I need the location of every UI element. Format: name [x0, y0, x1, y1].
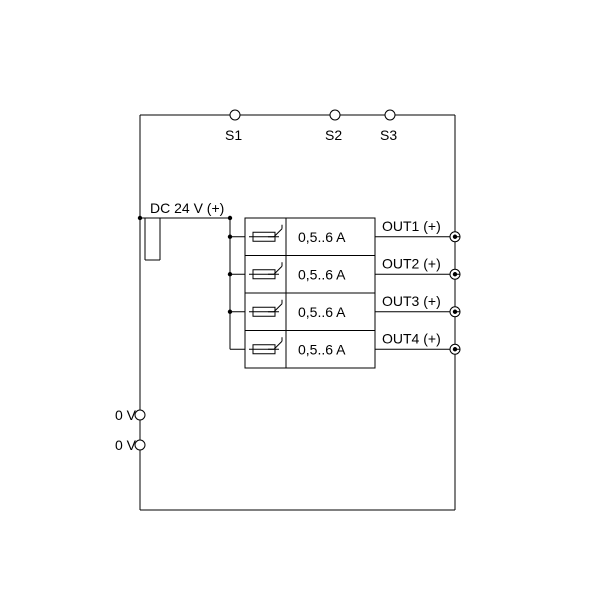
- zero-volt-label-1: 0 V: [115, 437, 137, 453]
- dc-supply-label: DC 24 V (+): [150, 200, 224, 216]
- terminal-label-s3: S3: [380, 127, 397, 143]
- output-label-out3: OUT3 (+): [382, 293, 441, 309]
- fuse-range-out4: 0,5..6 A: [298, 341, 346, 357]
- wiring-diagram: S1 S2 S3 DC 24 V (+) 0,5..6 A OUT1 (+) 0,5..6 …: [0, 0, 600, 600]
- output-label-out1: OUT1 (+): [382, 218, 441, 234]
- zero-volt-label-0: 0 V: [115, 407, 137, 423]
- output-label-out2: OUT2 (+): [382, 255, 441, 271]
- output-label-out4: OUT4 (+): [382, 330, 441, 346]
- fuse-range-out1: 0,5..6 A: [298, 229, 346, 245]
- terminal-label-s2: S2: [325, 127, 342, 143]
- fuse-range-out2: 0,5..6 A: [298, 266, 346, 282]
- fuse-range-out3: 0,5..6 A: [298, 304, 346, 320]
- terminal-label-s1: S1: [225, 127, 242, 143]
